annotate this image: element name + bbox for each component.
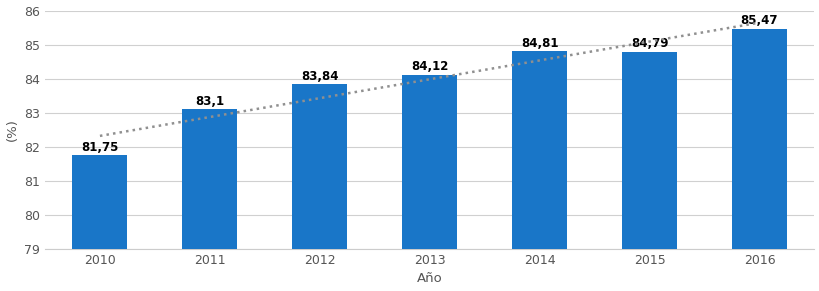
Bar <box>622 52 676 249</box>
Bar <box>72 155 127 249</box>
Text: 84,79: 84,79 <box>630 38 667 50</box>
Text: 84,81: 84,81 <box>520 37 558 50</box>
Bar <box>182 109 237 249</box>
Bar <box>731 29 786 249</box>
Y-axis label: (%): (%) <box>6 118 19 141</box>
Text: 83,1: 83,1 <box>195 95 224 108</box>
Text: 84,12: 84,12 <box>410 60 448 73</box>
Bar <box>402 74 457 249</box>
Bar <box>292 84 346 249</box>
Text: 81,75: 81,75 <box>81 141 119 154</box>
Bar <box>512 51 567 249</box>
X-axis label: Año: Año <box>416 272 442 285</box>
Text: 83,84: 83,84 <box>301 70 338 83</box>
Text: 85,47: 85,47 <box>740 14 777 27</box>
